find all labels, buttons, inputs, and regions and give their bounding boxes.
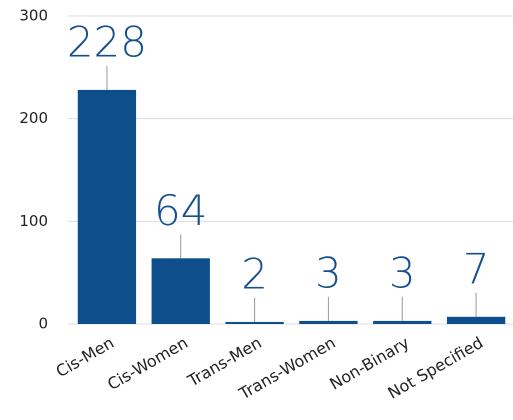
bar bbox=[77, 89, 137, 324]
bar bbox=[225, 321, 284, 324]
data-label: 64 bbox=[154, 186, 207, 235]
y-tick-label: 200 bbox=[19, 109, 48, 127]
data-label: 3 bbox=[389, 248, 416, 297]
bar bbox=[373, 320, 432, 324]
y-tick-label: 0 bbox=[38, 315, 48, 333]
y-tick-label: 300 bbox=[19, 7, 48, 25]
data-label: 228 bbox=[67, 17, 147, 66]
y-tick-label: 100 bbox=[19, 212, 48, 230]
x-tick-label: Cis-Men bbox=[53, 333, 118, 381]
bar bbox=[151, 258, 210, 324]
data-label: 2 bbox=[241, 249, 268, 298]
x-tick-label: Cis-Women bbox=[104, 333, 191, 394]
bar bbox=[446, 316, 506, 324]
data-label: 3 bbox=[315, 248, 342, 297]
data-label: 7 bbox=[463, 244, 490, 293]
bar bbox=[299, 320, 358, 324]
